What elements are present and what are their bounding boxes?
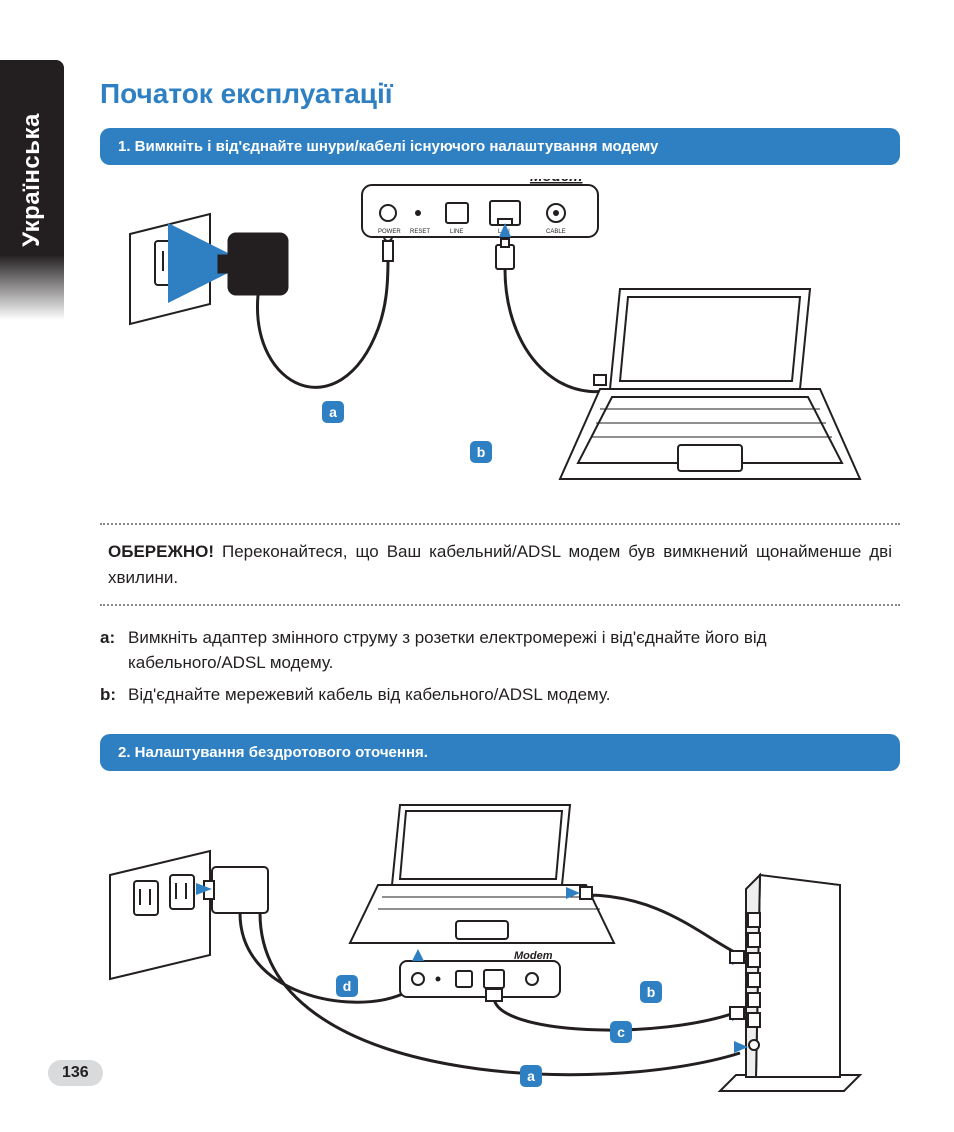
svg-text:a: a bbox=[527, 1068, 535, 1084]
svg-text:d: d bbox=[343, 978, 352, 994]
step-1-list: a: Вимкніть адаптер змінного струму з ро… bbox=[100, 626, 900, 708]
caution-prefix: ОБЕРЕЖНО! bbox=[108, 542, 214, 561]
step-1-bar: 1. Вимкніть і від'єднайте шнури/кабелі і… bbox=[100, 128, 900, 165]
page-content: Початок експлуатації 1. Вимкніть і від'є… bbox=[100, 78, 900, 1115]
svg-text:LINE: LINE bbox=[450, 229, 463, 235]
page-number: 136 bbox=[48, 1060, 103, 1086]
callout-a2: a bbox=[520, 1065, 542, 1087]
svg-text:a: a bbox=[329, 404, 337, 420]
modem-label: Modem bbox=[530, 179, 583, 185]
callout-d: d bbox=[336, 975, 358, 997]
laptop-icon bbox=[350, 805, 614, 943]
step-2-bar: 2. Налаштування бездротового оточення. bbox=[100, 734, 900, 771]
language-tab-label: Українська bbox=[18, 113, 46, 247]
svg-text:b: b bbox=[477, 444, 486, 460]
svg-text:b: b bbox=[647, 984, 656, 1000]
svg-text:c: c bbox=[617, 1024, 625, 1040]
page-title: Початок експлуатації bbox=[100, 78, 900, 110]
list-item: a: Вимкніть адаптер змінного струму з ро… bbox=[100, 626, 900, 675]
language-tab: Українська bbox=[0, 60, 64, 320]
step-1-diagram: Modem POWER RESET LINE LAN CABLE a bbox=[100, 179, 900, 509]
step-2-diagram: d Modem bbox=[100, 785, 900, 1115]
callout-a: a bbox=[322, 401, 344, 423]
modem-label-2: Modem bbox=[514, 950, 553, 962]
caution-note: ОБЕРЕЖНО! Переконайтеся, що Ваш кабельни… bbox=[100, 523, 900, 606]
svg-text:RESET: RESET bbox=[410, 229, 430, 235]
caution-text: Переконайтеся, що Ваш кабельний/ADSL мод… bbox=[108, 542, 892, 587]
svg-text:CABLE: CABLE bbox=[546, 229, 566, 235]
svg-text:POWER: POWER bbox=[378, 229, 401, 235]
list-item-key: a: bbox=[100, 626, 128, 675]
list-item-text: Від'єднайте мережевий кабель від кабельн… bbox=[128, 683, 900, 708]
callout-b: b bbox=[470, 441, 492, 463]
callout-c: c bbox=[610, 1021, 632, 1043]
list-item-key: b: bbox=[100, 683, 128, 708]
list-item: b: Від'єднайте мережевий кабель від кабе… bbox=[100, 683, 900, 708]
router-icon bbox=[720, 875, 860, 1091]
callout-b2: b bbox=[640, 981, 662, 1003]
list-item-text: Вимкніть адаптер змінного струму з розет… bbox=[128, 626, 900, 675]
